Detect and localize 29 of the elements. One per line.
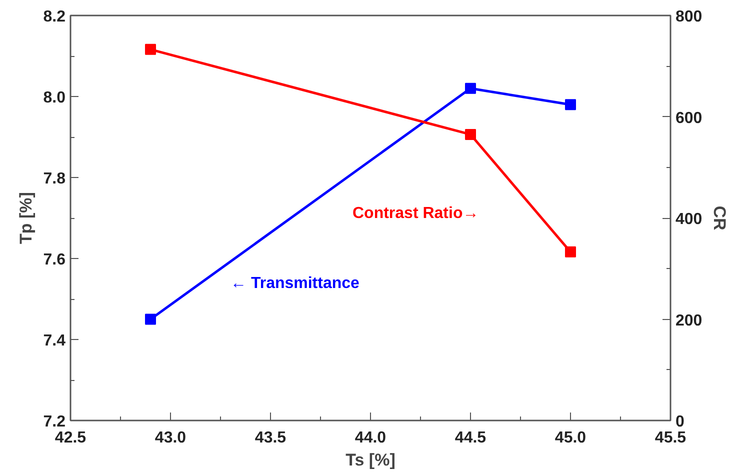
point	[565, 99, 576, 110]
x-tick-label: 44.5	[454, 430, 486, 446]
y-tick-label: 8.2	[43, 8, 66, 26]
point	[145, 44, 156, 55]
x-tick-label: 45.0	[554, 430, 586, 446]
y2-tick-label: 400	[676, 211, 702, 228]
y-tick-label: 7.6	[43, 252, 66, 268]
y-tick-label: 7.2	[43, 414, 66, 430]
point	[565, 246, 576, 258]
y-axis-title: Tp [%]	[16, 192, 36, 244]
x-tick-label: 42.5	[54, 430, 86, 446]
annotation: ← Transmittance	[230, 275, 360, 292]
x-tick-label: 45.5	[654, 430, 686, 446]
point	[145, 314, 156, 325]
x-tick-label: 43.0	[154, 430, 186, 446]
y-tick-label: 7.8	[43, 170, 66, 188]
y2-tick-label: 200	[676, 312, 702, 330]
y-tick-label: 8.0	[43, 90, 66, 106]
x-tick-label: 44.0	[354, 430, 386, 446]
annotation: Contrast Ratio→	[352, 205, 479, 222]
y2-tick-label: 0	[676, 414, 684, 430]
y2-tick-label: 600	[676, 110, 702, 127]
y2-tick-label: 800	[676, 8, 702, 26]
point	[465, 82, 476, 94]
y2-axis-title: CR	[710, 206, 730, 230]
x-tick-label: 43.5	[254, 430, 286, 446]
y-tick-label: 7.4	[43, 332, 66, 350]
point	[465, 128, 476, 140]
x-axis-title: Ts [%]	[346, 450, 396, 470]
